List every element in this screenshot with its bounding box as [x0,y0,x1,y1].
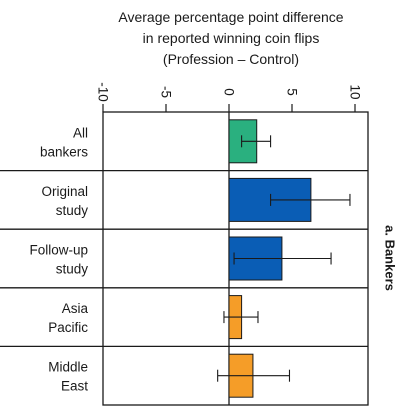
category-label: Follow-up study [29,242,88,276]
x-tick-label: -5 [159,86,174,98]
category-label: Asia Pacific [48,301,88,335]
x-tick-label: 0 [222,88,237,96]
error-bars [217,135,351,382]
x-axis-ticks: -10 -5 0 5 10 [96,82,363,112]
chart-title-line-2: in reported winning coin flips [142,30,320,46]
category-labels: All bankers Original study Follow-up study Asi… [29,125,88,393]
chart-title-line-3: (Profession – Control) [162,51,300,67]
plot-border [102,111,369,406]
category-label: Original study [41,183,88,217]
x-tick-label: 5 [285,88,300,96]
category-label: All bankers [40,125,88,159]
chart-title-line-1: Average percentage point difference [118,9,344,25]
x-tick-label: 10 [348,84,363,99]
x-tick-label: -10 [96,82,111,102]
panel-label: a. Bankers [383,225,398,291]
category-label: Middle East [48,359,88,393]
